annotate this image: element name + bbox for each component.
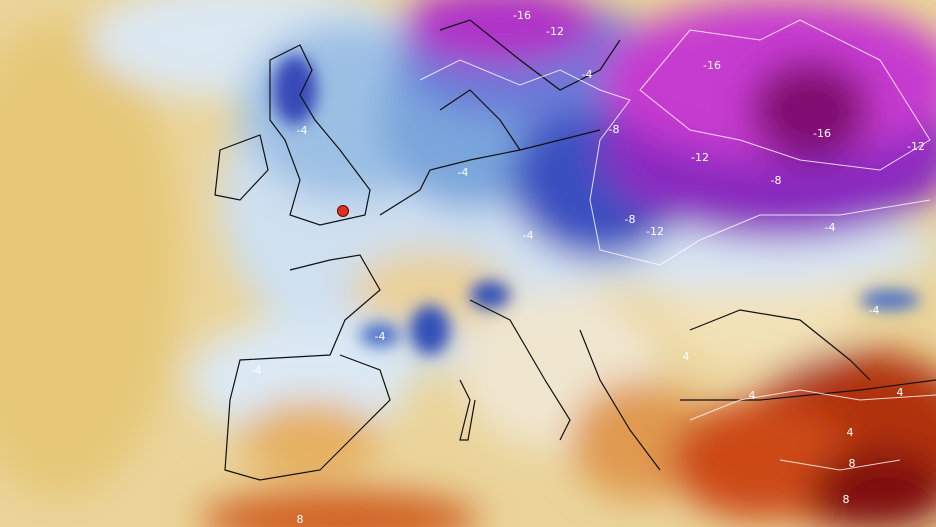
contour-label: 4: [749, 389, 756, 402]
location-marker: [337, 205, 349, 217]
coastlines: [214, 19, 936, 481]
contour-label: 4: [683, 350, 690, 363]
contour-label: 8: [849, 457, 856, 470]
contour-label: 8: [297, 513, 304, 526]
contour-label: -16: [813, 127, 831, 140]
contour-label: 4: [897, 386, 904, 399]
contour-label: -8: [609, 123, 620, 136]
contour-label: -16: [703, 59, 721, 72]
contour-label: -4: [297, 124, 308, 137]
contour-label: -4: [523, 229, 534, 242]
contour-label: 8: [843, 493, 850, 506]
contour-label: -16: [513, 9, 531, 22]
contour-label: 4: [847, 426, 854, 439]
contour-label: -8: [771, 174, 782, 187]
contour-label: -12: [907, 140, 925, 153]
contour-label: -4: [825, 221, 836, 234]
contour-labels: -16 -12 -16 -4 -4 -8 -12 -16 -12 -8 -4 -8 -12 -4 -4 -4 -…: [251, 9, 925, 526]
contour-label: -8: [625, 213, 636, 226]
contour-label: -12: [546, 25, 564, 38]
contours: [419, 19, 936, 471]
cold-spots: [273, 55, 920, 355]
contour-label: -12: [691, 151, 709, 164]
contour-label: -12: [646, 225, 664, 238]
contour-label: -4: [582, 68, 593, 81]
contour-label: -4: [251, 364, 262, 377]
contour-label: -4: [375, 330, 386, 343]
contour-label: -4: [458, 166, 469, 179]
contour-label: -4: [869, 304, 880, 317]
